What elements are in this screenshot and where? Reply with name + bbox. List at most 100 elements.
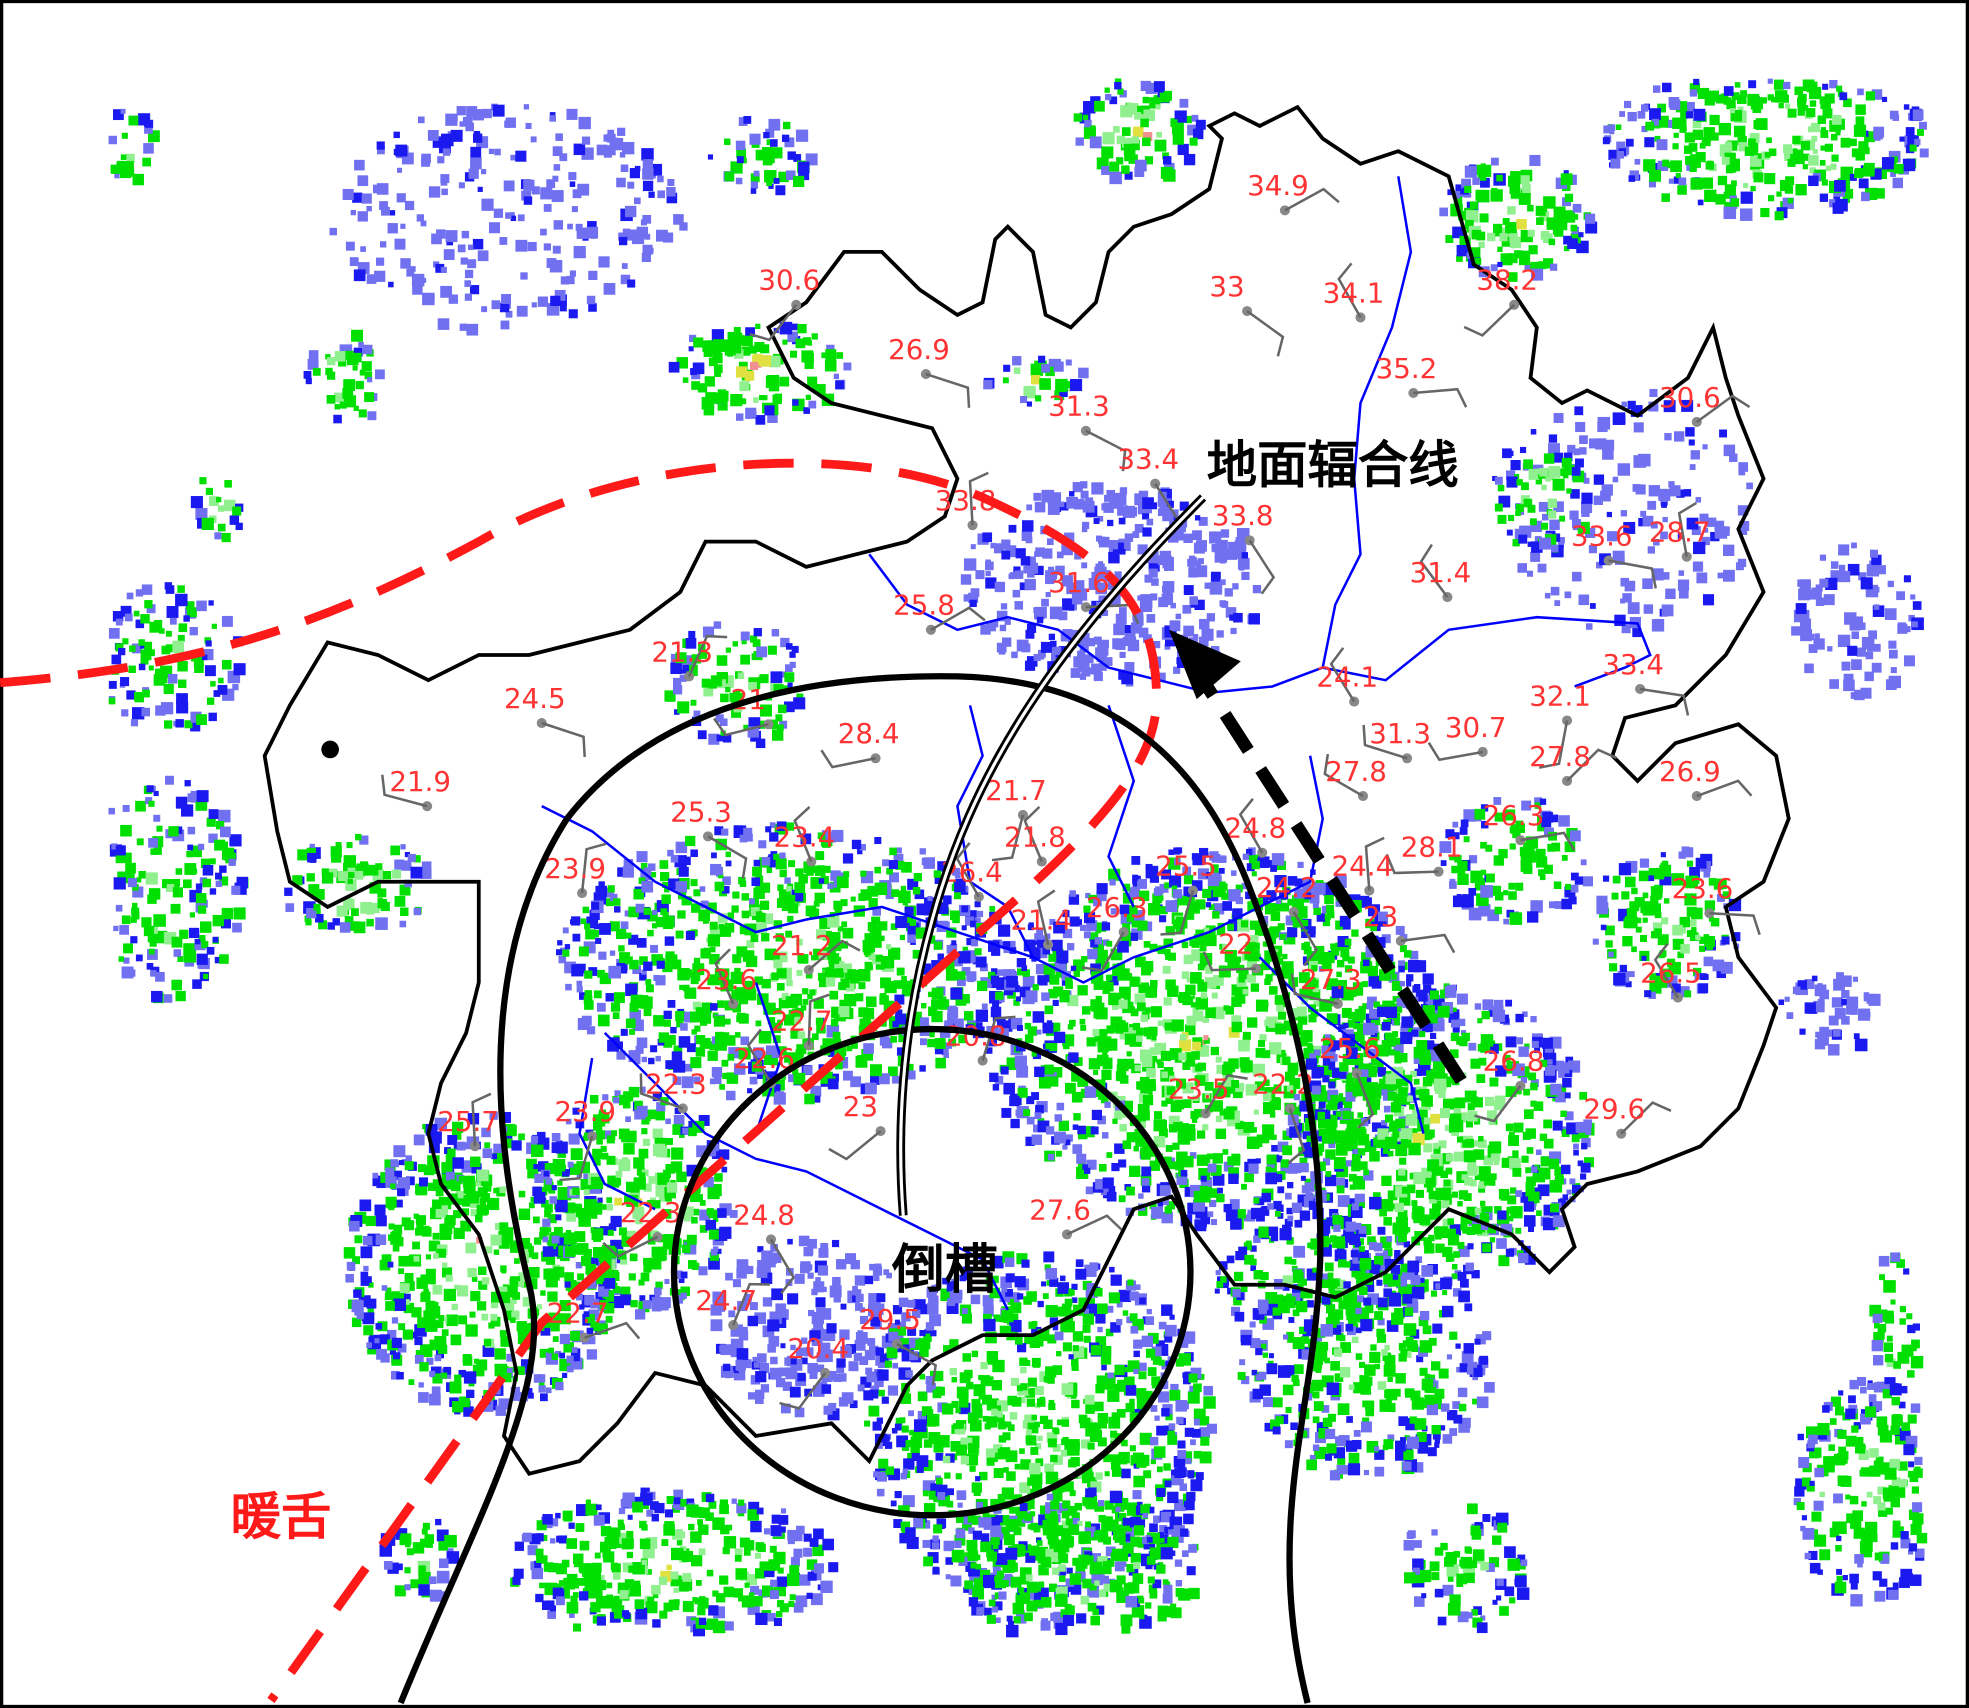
radar-echo-cell (1095, 983, 1103, 990)
radar-echo-cell (702, 626, 715, 638)
radar-echo-cell (1492, 223, 1503, 234)
radar-echo-cell (1416, 1040, 1428, 1052)
radar-echo-cell (132, 707, 145, 720)
radar-echo-cell (996, 610, 1008, 622)
radar-echo-cell (1647, 546, 1655, 554)
radar-echo-cell (1452, 226, 1464, 239)
radar-echo-cell (1353, 1022, 1360, 1030)
radar-echo-cell (233, 907, 246, 920)
radar-echo-cell (1305, 977, 1316, 989)
radar-echo-cell (1809, 167, 1816, 174)
radar-echo-cell (1737, 505, 1749, 516)
radar-echo-cell (1102, 132, 1115, 145)
radar-echo-cell (954, 892, 961, 900)
radar-echo-cell (704, 376, 715, 387)
radar-echo-cell (768, 183, 774, 189)
radar-echo-cell (1012, 985, 1020, 993)
radar-echo-cell (656, 960, 665, 969)
radar-echo-cell (691, 1029, 697, 1035)
radar-echo-cell (1295, 1106, 1302, 1112)
radar-echo-cell (711, 329, 725, 342)
radar-echo-cell (1226, 1063, 1236, 1073)
radar-echo-cell (1453, 1251, 1460, 1258)
radar-echo-cell (148, 800, 155, 807)
radar-echo-cell (1113, 623, 1125, 636)
radar-echo-cell (1684, 132, 1695, 143)
radar-echo-cell (1126, 1027, 1136, 1037)
radar-echo-cell (1077, 985, 1088, 996)
radar-echo-cell (438, 141, 451, 154)
radar-echo-cell (1313, 1091, 1323, 1101)
radar-echo-cell (740, 1036, 750, 1046)
radar-echo-cell (1530, 429, 1537, 435)
radar-echo-cell (1045, 592, 1051, 598)
radar-echo-cell (1571, 571, 1582, 582)
radar-echo-cell (1086, 920, 1098, 932)
radar-echo-cell (811, 386, 818, 392)
radar-echo-cell (163, 683, 174, 695)
radar-echo-cell (1543, 1204, 1555, 1216)
radar-echo-cell (1026, 401, 1032, 407)
radar-echo-cell (372, 869, 384, 882)
radar-echo-cell (1034, 551, 1040, 557)
radar-echo-cell (1022, 975, 1035, 988)
radar-echo-cell (1628, 175, 1636, 182)
radar-echo-cell (1467, 1111, 1478, 1122)
radar-echo-cell (793, 1072, 806, 1085)
radar-echo-cell (1163, 561, 1174, 571)
radar-echo-cell (716, 655, 728, 666)
radar-echo-cell (1372, 1061, 1384, 1073)
radar-echo-cell (1502, 218, 1510, 225)
radar-echo-cell (1480, 1042, 1491, 1053)
radar-echo-cell (1633, 455, 1647, 468)
radar-echo-cell (505, 117, 516, 128)
radar-echo-cell (777, 1019, 783, 1026)
radar-echo-cell (1881, 96, 1888, 103)
radar-echo-cell (1677, 579, 1690, 591)
radar-echo-cell (743, 116, 752, 124)
radar-echo-cell (401, 152, 414, 165)
radar-echo-cell (138, 663, 146, 671)
radar-echo-cell (1804, 663, 1814, 674)
radar-echo-cell (735, 177, 743, 185)
radar-echo-cell (974, 948, 982, 956)
radar-echo-cell (1563, 452, 1573, 462)
radar-echo-cell (577, 1017, 590, 1030)
radar-echo-cell (1101, 146, 1114, 159)
radar-echo-cell (1282, 1056, 1291, 1066)
radar-echo-cell (1888, 640, 1897, 649)
radar-echo-cell (717, 872, 724, 879)
radar-echo-cell (1233, 612, 1243, 623)
radar-echo-cell (1070, 668, 1081, 678)
radar-echo-cell (747, 1088, 753, 1094)
radar-echo-cell (1872, 643, 1881, 652)
radar-echo-cell (855, 993, 864, 1002)
radar-echo-cell (822, 930, 832, 941)
radar-echo-cell (569, 181, 576, 187)
radar-echo-cell (1678, 588, 1689, 599)
radar-echo-cell (629, 1009, 642, 1022)
radar-echo-cell (309, 843, 315, 850)
radar-echo-cell (1270, 865, 1277, 872)
radar-echo-cell (1567, 1060, 1581, 1073)
radar-echo-cell (1207, 1163, 1217, 1173)
radar-echo-cell (392, 869, 402, 879)
radar-echo-cell (609, 950, 616, 956)
radar-echo-cell (1204, 977, 1217, 989)
radar-echo-cell (1245, 1084, 1258, 1096)
radar-echo-cell (1172, 1142, 1180, 1150)
radar-echo-cell (194, 663, 204, 673)
radar-echo-cell (893, 853, 904, 864)
radar-echo-cell (1045, 366, 1055, 377)
radar-echo-cell (1573, 1149, 1579, 1156)
radar-echo-cell (1469, 201, 1479, 210)
radar-echo-cell (1506, 529, 1513, 536)
radar-echo-cell (1332, 1067, 1343, 1078)
radar-echo-cell (1518, 534, 1528, 544)
radar-echo-cell (1192, 530, 1202, 541)
radar-echo-cell (1685, 155, 1695, 165)
radar-echo-cell (1528, 1191, 1540, 1204)
radar-echo-cell (827, 915, 840, 928)
radar-echo-cell (1748, 142, 1759, 153)
